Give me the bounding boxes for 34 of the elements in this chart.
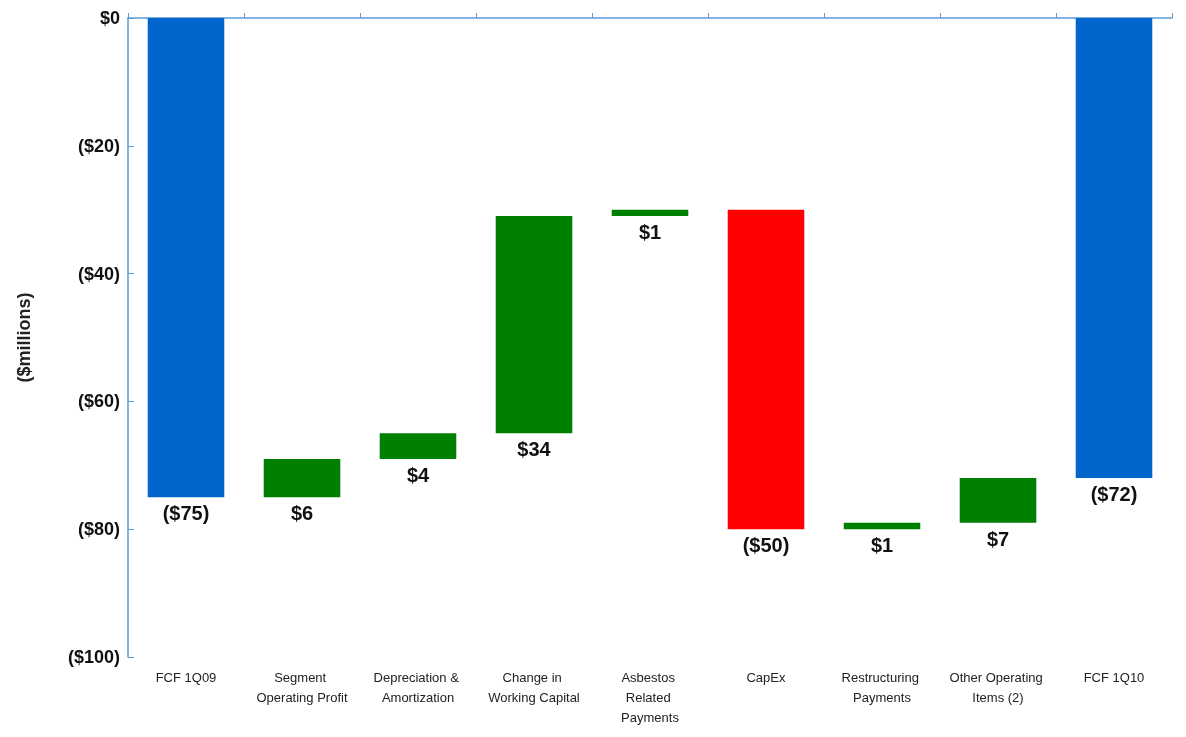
x-tick-label: Restructuring Payments [841,669,923,705]
bar [263,458,341,498]
data-label: $4 [406,463,430,486]
data-label: $34 [517,438,552,461]
bar [611,209,689,217]
y-axis-title: ($millions) [14,292,34,383]
bar [147,18,225,498]
bar [959,478,1037,523]
data-label: $1 [870,534,894,557]
y-tick-label: ($80) [77,519,120,540]
x-tick-label: FCF 1Q09 [155,669,217,685]
bar [727,209,805,530]
x-tick-label: Change in Working Capital [488,669,580,705]
bar [379,433,457,459]
bar [843,522,921,530]
x-tick-label: Segment Operating Profit [256,669,348,705]
x-tick-label: Asbestos Related Payments [621,669,680,725]
data-label: ($72) [1090,483,1138,506]
data-label: $7 [986,527,1010,550]
data-label: $1 [638,221,662,244]
y-tick-label: ($60) [77,391,120,412]
x-tick-label: CapEx [746,669,786,685]
data-label: ($50) [742,534,790,557]
bar [1075,18,1153,479]
x-tick-label: Other Operating Items (2) [949,669,1047,705]
y-tick-label: $0 [99,8,120,28]
bar [495,216,573,434]
data-label: ($75) [162,502,210,525]
y-tick-label: ($40) [77,263,120,284]
y-tick-label: ($20) [77,135,120,156]
x-tick-label: FCF 1Q10 [1083,669,1145,685]
y-tick-label: ($100) [67,647,121,667]
data-label: $6 [290,502,314,525]
x-tick-label: Depreciation & Amortization [373,669,463,705]
